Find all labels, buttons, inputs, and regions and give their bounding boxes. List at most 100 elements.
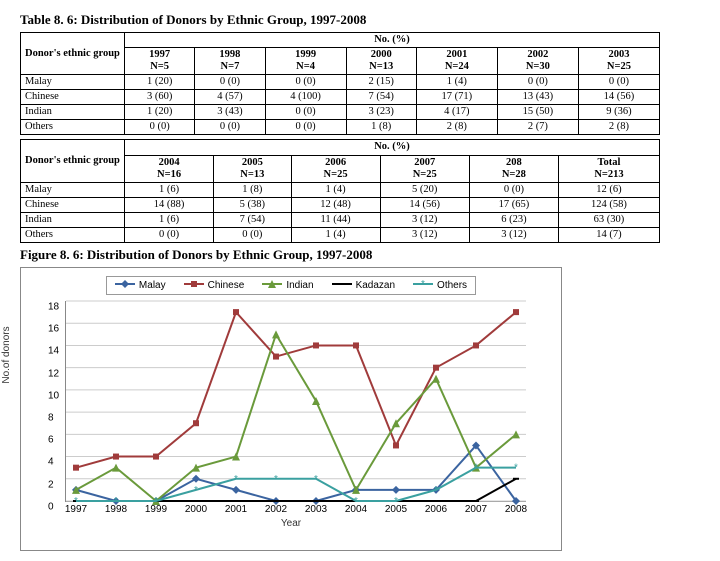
y-tick: 6 [48,435,54,446]
y-tick: 0 [48,501,54,512]
table-cell: 1 (4) [291,227,380,242]
table-cell: 0 (0) [265,120,346,135]
table-cell: 3 (43) [195,105,265,120]
plot-area: ************ 024681012141618199719981999… [65,301,526,502]
table-cell: 11 (44) [291,212,380,227]
table-row-label: Indian [21,105,125,120]
table-cell: 124 (58) [558,197,659,212]
year-header: 1997N=5 [125,48,195,75]
x-tick: 2003 [305,504,327,515]
table-cell: 3 (23) [346,105,416,120]
y-tick: 14 [48,346,59,357]
x-tick: 2001 [225,504,247,515]
y-tick: 8 [48,413,54,424]
table-cell: 3 (12) [380,227,469,242]
legend-item: Indian [262,279,313,292]
table-cell: 0 (0) [195,120,265,135]
year-header: 1999N=4 [265,48,346,75]
table-cell: 1 (8) [346,120,416,135]
table-title: Table 8. 6: Distribution of Donors by Et… [20,12,700,28]
table-cell: 7 (54) [214,212,291,227]
year-header: 2002N=30 [497,48,578,75]
table-row-label: Malay [21,75,125,90]
y-tick: 18 [48,301,59,312]
year-header: 208N=28 [469,155,558,182]
figure-title: Figure 8. 6: Distribution of Donors by E… [20,247,700,263]
table-1: Donor's ethnic group No. (%) 1997N=51998… [20,32,660,135]
y-tick: 10 [48,390,59,401]
x-tick: 2002 [265,504,287,515]
table-cell: 0 (0) [125,227,214,242]
table-cell: 63 (30) [558,212,659,227]
x-tick: 2007 [465,504,487,515]
table-cell: 7 (54) [346,90,416,105]
table-cell: 12 (6) [558,182,659,197]
table-row-label: Others [21,227,125,242]
x-tick: 1998 [105,504,127,515]
table-row-label: Chinese [21,90,125,105]
table-cell: 0 (0) [578,75,659,90]
table-cell: 13 (43) [497,90,578,105]
x-tick: 2008 [505,504,527,515]
table-cell: 0 (0) [265,75,346,90]
super-header: No. (%) [125,33,660,48]
table-2: Donor's ethnic group No. (%) 2004N=16200… [20,139,660,242]
svg-text:*: * [274,474,278,485]
svg-text:*: * [234,474,238,485]
table-cell: 1 (6) [125,212,214,227]
year-header: 2001N=24 [416,48,497,75]
x-tick: 2004 [345,504,367,515]
table-cell: 0 (0) [214,227,291,242]
legend: MalayChineseIndianKadazan*Others [106,276,476,295]
table-cell: 0 (0) [497,75,578,90]
table-cell: 9 (36) [578,105,659,120]
x-tick: 2006 [425,504,447,515]
table-cell: 14 (56) [578,90,659,105]
legend-item: *Others [413,279,467,292]
table-cell: 4 (57) [195,90,265,105]
table-cell: 3 (12) [469,227,558,242]
table-cell: 2 (8) [416,120,497,135]
svg-text:*: * [514,463,518,474]
table-cell: 1 (4) [416,75,497,90]
table-cell: 0 (0) [469,182,558,197]
row-header: Donor's ethnic group [21,140,125,182]
legend-item: Malay [115,279,166,292]
y-tick: 2 [48,479,54,490]
table-cell: 0 (0) [265,105,346,120]
table-cell: 1 (8) [214,182,291,197]
table-row-label: Malay [21,182,125,197]
chart: MalayChineseIndianKadazan*Others No.of d… [20,267,562,551]
y-tick: 4 [48,457,54,468]
year-header: 2000N=13 [346,48,416,75]
table-cell: 6 (23) [469,212,558,227]
table-cell: 15 (50) [497,105,578,120]
table-cell: 2 (8) [578,120,659,135]
table-cell: 17 (71) [416,90,497,105]
table-row-label: Others [21,120,125,135]
x-tick: 2000 [185,504,207,515]
x-tick: 1999 [145,504,167,515]
x-tick: 1997 [65,504,87,515]
table-cell: 0 (0) [125,120,195,135]
table-cell: 3 (12) [380,212,469,227]
year-header: 2003N=25 [578,48,659,75]
svg-text:*: * [194,485,198,496]
legend-item: Kadazan [332,279,395,292]
year-header: 2005N=13 [214,155,291,182]
svg-text:*: * [314,474,318,485]
table-cell: 2 (7) [497,120,578,135]
y-tick: 12 [48,368,59,379]
table-cell: 0 (0) [195,75,265,90]
svg-text:*: * [434,485,438,496]
x-axis-label: Year [31,518,551,529]
y-axis-label: No.of donors [1,315,12,395]
table-row-label: Indian [21,212,125,227]
table-cell: 4 (17) [416,105,497,120]
y-tick: 16 [48,324,59,335]
table-cell: 14 (56) [380,197,469,212]
table-cell: 1 (6) [125,182,214,197]
year-header: 2006N=25 [291,155,380,182]
table-cell: 2 (15) [346,75,416,90]
super-header: No. (%) [125,140,660,155]
